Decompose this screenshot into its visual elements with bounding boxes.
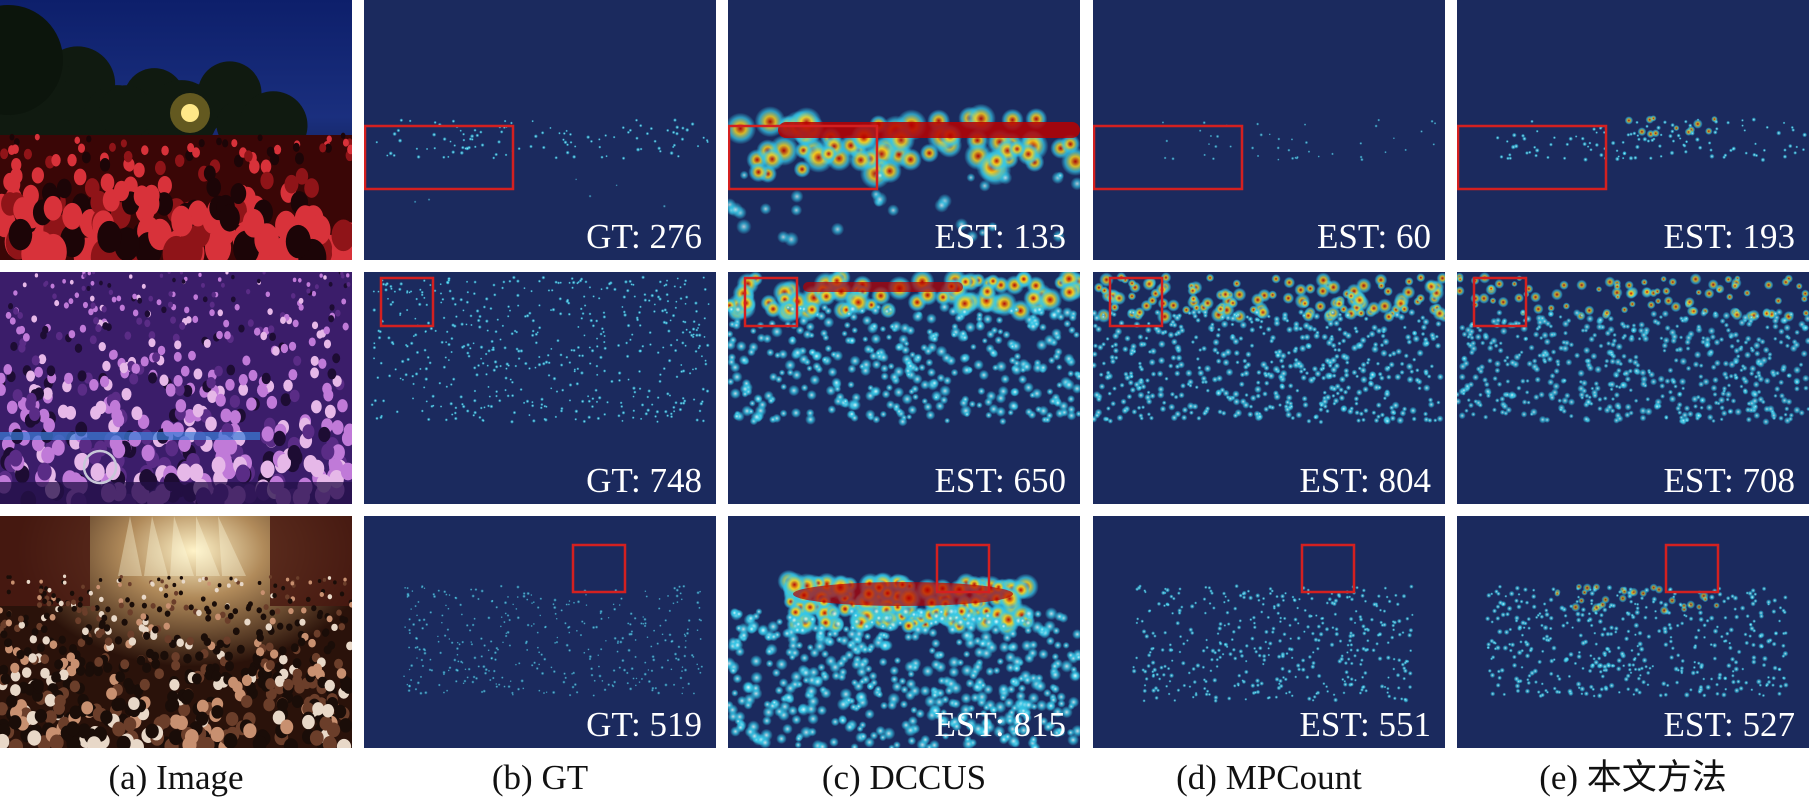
crowd-photo-image: [0, 272, 352, 504]
highlight-box: [1093, 124, 1244, 191]
crowd-photo-outdoor-night-crowd: [0, 0, 352, 260]
density-heatmap: [728, 272, 1080, 504]
crowd-photo-image: [0, 0, 352, 260]
highlight-box: [364, 124, 515, 191]
highlight-box: [379, 276, 435, 328]
column-caption: (b) GT: [491, 758, 589, 797]
highlight-box: [1457, 124, 1608, 191]
density-map-row2-col3: EST: 650: [728, 272, 1080, 504]
density-map-row2-col2: GT: 748: [364, 272, 716, 504]
column-caption: (d) MPCount: [1176, 758, 1362, 797]
crowd-photo-image: [0, 516, 352, 748]
density-heatmap: [364, 0, 716, 260]
count-label: EST: 133: [934, 217, 1066, 256]
density-map-row3-col2: GT: 519: [364, 516, 716, 748]
highlight-box: [1664, 543, 1720, 594]
count-label: GT: 276: [586, 217, 702, 256]
count-label: EST: 708: [1663, 461, 1795, 500]
highlight-box: [935, 543, 991, 594]
highlight-box: [743, 276, 799, 328]
column-caption: (a) Image: [108, 758, 244, 797]
count-label: EST: 804: [1299, 461, 1431, 500]
count-label: EST: 60: [1317, 217, 1431, 256]
density-map-row3-col5: EST: 527: [1457, 516, 1809, 748]
density-heatmap: [1457, 516, 1809, 748]
density-heatmap: [364, 272, 716, 504]
density-map-row3-col3: EST: 815: [728, 516, 1080, 748]
count-label: EST: 527: [1663, 705, 1795, 744]
highlight-box: [571, 543, 627, 594]
density-heatmap: [1093, 0, 1445, 260]
density-map-row1-col4: EST: 60: [1093, 0, 1445, 260]
density-heatmap: [1457, 0, 1809, 260]
density-map-row1-col2: GT: 276: [364, 0, 716, 260]
density-map-row2-col4: EST: 804: [1093, 272, 1445, 504]
density-heatmap: [1457, 272, 1809, 504]
count-label: GT: 748: [586, 461, 702, 500]
density-map-row1-col3: EST: 133: [728, 0, 1080, 260]
density-map-row3-col4: EST: 551: [1093, 516, 1445, 748]
density-heatmap: [728, 0, 1080, 260]
highlight-box: [1300, 543, 1356, 594]
column-caption: (e) 本文方法: [1539, 758, 1727, 797]
density-heatmap: [1093, 272, 1445, 504]
highlight-box: [1472, 276, 1528, 328]
crowd-photo-concert-hall-audience: [0, 272, 352, 504]
density-map-row2-col5: EST: 708: [1457, 272, 1809, 504]
count-label: EST: 650: [934, 461, 1066, 500]
density-heatmap: [1093, 516, 1445, 748]
count-label: EST: 551: [1299, 705, 1431, 744]
column-caption: (c) DCCUS: [821, 758, 987, 797]
density-map-row1-col5: EST: 193: [1457, 0, 1809, 260]
density-heatmap: [364, 516, 716, 748]
count-label: EST: 815: [934, 705, 1066, 744]
count-label: GT: 519: [586, 705, 702, 744]
count-label: EST: 193: [1663, 217, 1795, 256]
highlight-box: [728, 124, 879, 191]
density-heatmap: [728, 516, 1080, 748]
crowd-photo-stage-concert-crowd: [0, 516, 352, 748]
highlight-box: [1108, 276, 1164, 328]
